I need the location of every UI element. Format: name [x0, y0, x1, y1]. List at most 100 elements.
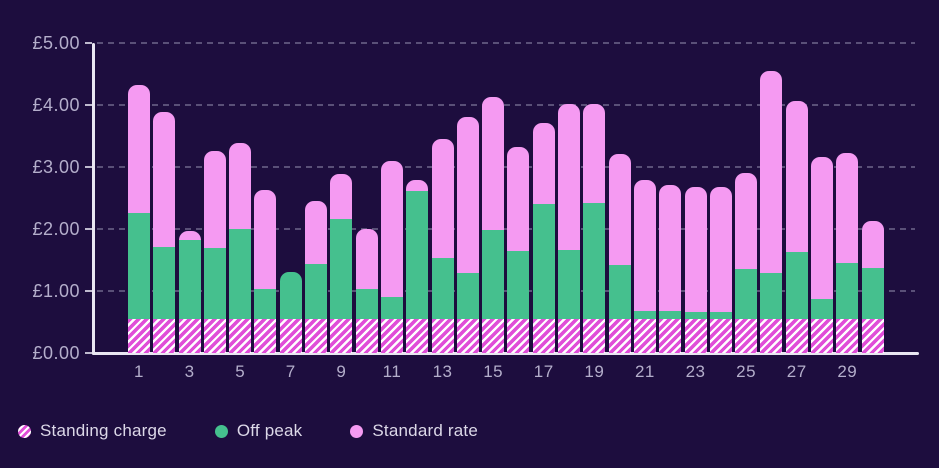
- segment-standard-rate[interactable]: [406, 180, 429, 191]
- bar-day-28[interactable]: [811, 157, 834, 353]
- segment-standard-rate[interactable]: [659, 185, 682, 311]
- segment-off-peak[interactable]: [785, 252, 808, 319]
- bar-day-6[interactable]: [254, 190, 277, 353]
- bar-day-19[interactable]: [583, 104, 606, 353]
- segment-standard-rate[interactable]: [330, 174, 353, 219]
- legend-item-off-peak[interactable]: Off peak: [214, 421, 303, 441]
- segment-off-peak[interactable]: [684, 312, 707, 319]
- segment-standing-charge[interactable]: [785, 319, 808, 353]
- segment-standing-charge[interactable]: [608, 319, 631, 353]
- segment-off-peak[interactable]: [760, 273, 783, 319]
- segment-standing-charge[interactable]: [431, 319, 454, 353]
- segment-standard-rate[interactable]: [431, 139, 454, 258]
- segment-standard-rate[interactable]: [532, 123, 555, 204]
- segment-off-peak[interactable]: [305, 264, 328, 319]
- bar-day-21[interactable]: [633, 180, 656, 353]
- segment-standing-charge[interactable]: [684, 319, 707, 353]
- bar-day-2[interactable]: [153, 112, 176, 353]
- segment-standing-charge[interactable]: [633, 319, 656, 353]
- bar-day-30[interactable]: [861, 221, 884, 353]
- bar-day-9[interactable]: [330, 174, 353, 353]
- bar-day-7[interactable]: [279, 272, 302, 353]
- segment-standing-charge[interactable]: [229, 319, 252, 353]
- segment-standard-rate[interactable]: [380, 161, 403, 297]
- segment-off-peak[interactable]: [558, 250, 581, 319]
- segment-standard-rate[interactable]: [507, 147, 530, 251]
- bar-day-3[interactable]: [178, 231, 201, 353]
- segment-standard-rate[interactable]: [633, 180, 656, 311]
- segment-standard-rate[interactable]: [583, 104, 606, 203]
- segment-off-peak[interactable]: [431, 258, 454, 319]
- segment-standing-charge[interactable]: [203, 319, 226, 353]
- segment-off-peak[interactable]: [532, 204, 555, 319]
- segment-standard-rate[interactable]: [836, 153, 859, 263]
- segment-standard-rate[interactable]: [305, 201, 328, 264]
- segment-off-peak[interactable]: [380, 297, 403, 319]
- bar-day-10[interactable]: [355, 229, 378, 353]
- segment-off-peak[interactable]: [279, 272, 302, 319]
- segment-off-peak[interactable]: [608, 265, 631, 319]
- bar-day-13[interactable]: [431, 139, 454, 353]
- segment-standing-charge[interactable]: [532, 319, 555, 353]
- segment-standing-charge[interactable]: [355, 319, 378, 353]
- segment-standard-rate[interactable]: [811, 157, 834, 299]
- segment-standing-charge[interactable]: [305, 319, 328, 353]
- segment-off-peak[interactable]: [456, 273, 479, 319]
- segment-off-peak[interactable]: [128, 213, 150, 319]
- segment-standard-rate[interactable]: [709, 187, 732, 312]
- segment-standing-charge[interactable]: [760, 319, 783, 353]
- bar-day-20[interactable]: [608, 154, 631, 353]
- segment-off-peak[interactable]: [330, 219, 353, 319]
- segment-standing-charge[interactable]: [861, 319, 884, 353]
- segment-off-peak[interactable]: [229, 229, 252, 319]
- segment-standing-charge[interactable]: [558, 319, 581, 353]
- legend-item-standard-rate[interactable]: Standard rate: [350, 421, 478, 441]
- segment-standard-rate[interactable]: [254, 190, 277, 289]
- segment-standing-charge[interactable]: [735, 319, 758, 353]
- bar-day-18[interactable]: [558, 104, 581, 353]
- segment-off-peak[interactable]: [355, 289, 378, 319]
- segment-off-peak[interactable]: [659, 311, 682, 319]
- segment-off-peak[interactable]: [178, 240, 201, 319]
- segment-standing-charge[interactable]: [583, 319, 606, 353]
- segment-standing-charge[interactable]: [406, 319, 429, 353]
- segment-standing-charge[interactable]: [153, 319, 176, 353]
- bar-day-24[interactable]: [709, 187, 732, 353]
- segment-standing-charge[interactable]: [330, 319, 353, 353]
- bar-day-27[interactable]: [785, 101, 808, 353]
- bar-day-17[interactable]: [532, 123, 555, 353]
- segment-standard-rate[interactable]: [355, 229, 378, 289]
- legend-item-standing-charge[interactable]: Standing charge: [18, 421, 167, 441]
- segment-off-peak[interactable]: [507, 251, 530, 319]
- bar-day-1[interactable]: [128, 85, 150, 353]
- segment-off-peak[interactable]: [735, 269, 758, 319]
- bar-day-12[interactable]: [406, 180, 429, 353]
- segment-standing-charge[interactable]: [128, 319, 150, 353]
- bar-day-29[interactable]: [836, 153, 859, 353]
- segment-standing-charge[interactable]: [380, 319, 403, 353]
- bar-day-8[interactable]: [305, 201, 328, 353]
- segment-standard-rate[interactable]: [608, 154, 631, 265]
- segment-off-peak[interactable]: [254, 289, 277, 319]
- segment-standard-rate[interactable]: [760, 71, 783, 273]
- bar-day-5[interactable]: [229, 143, 252, 353]
- segment-off-peak[interactable]: [811, 299, 834, 319]
- bar-day-15[interactable]: [482, 97, 505, 353]
- segment-standing-charge[interactable]: [811, 319, 834, 353]
- segment-standard-rate[interactable]: [153, 112, 176, 247]
- segment-standing-charge[interactable]: [709, 319, 732, 353]
- segment-off-peak[interactable]: [836, 263, 859, 319]
- bar-day-11[interactable]: [380, 161, 403, 353]
- segment-off-peak[interactable]: [203, 248, 226, 319]
- segment-standard-rate[interactable]: [482, 97, 505, 230]
- segment-standing-charge[interactable]: [178, 319, 201, 353]
- segment-standing-charge[interactable]: [482, 319, 505, 353]
- segment-standing-charge[interactable]: [659, 319, 682, 353]
- segment-standard-rate[interactable]: [785, 101, 808, 252]
- segment-standing-charge[interactable]: [254, 319, 277, 353]
- bar-day-14[interactable]: [456, 117, 479, 353]
- segment-off-peak[interactable]: [633, 311, 656, 319]
- segment-standard-rate[interactable]: [128, 85, 150, 213]
- segment-standing-charge[interactable]: [507, 319, 530, 353]
- segment-standard-rate[interactable]: [735, 173, 758, 269]
